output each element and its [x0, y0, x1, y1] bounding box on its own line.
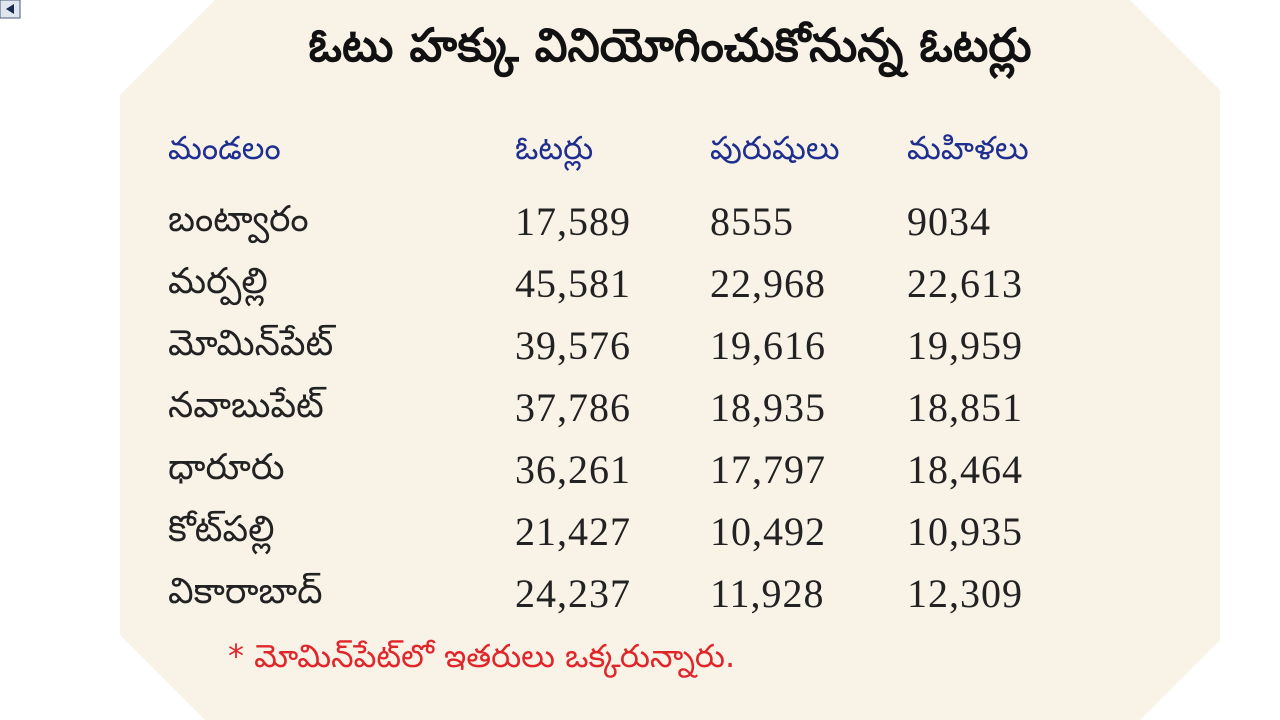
- cell-value: 21,427: [515, 509, 631, 554]
- mandal-name: కోట్‌పల్లి: [168, 509, 275, 550]
- cell-value: 18,935: [710, 385, 826, 430]
- cell-value: 10,492: [710, 509, 826, 554]
- column-header: పురుషులు: [710, 129, 840, 167]
- column-header: ఓటర్లు: [515, 129, 594, 167]
- cell-value: 17,797: [710, 447, 826, 492]
- icon-arrow: [6, 4, 14, 14]
- title: ఓటు హక్కు వినియోగించుకోనున్న ఓటర్లు: [308, 18, 1032, 72]
- column-header: మహిళలు: [907, 129, 1029, 167]
- footnote: * మోమిన్‌పేట్‌లో ఇతరులు ఒక్కరున్నారు.: [228, 637, 736, 675]
- cell-value: 37,786: [515, 385, 631, 430]
- cell-value: 12,309: [907, 571, 1023, 616]
- cell-value: 8555: [710, 199, 794, 244]
- cell-value: 9034: [907, 199, 991, 244]
- mandal-name: మర్పల్లి: [168, 261, 268, 302]
- mandal-name: నవాబుపేట్: [168, 385, 324, 426]
- mandal-name: వికారాబాద్: [168, 571, 323, 612]
- cell-value: 22,968: [710, 261, 826, 306]
- cell-value: 24,237: [515, 571, 631, 616]
- mandal-name: మోమిన్‌పేట్: [168, 323, 334, 364]
- cell-value: 22,613: [907, 261, 1023, 306]
- cell-value: 11,928: [710, 571, 825, 616]
- cell-value: 18,464: [907, 447, 1023, 492]
- cell-value: 36,261: [515, 447, 631, 492]
- cell-value: 10,935: [907, 509, 1023, 554]
- cell-value: 39,576: [515, 323, 631, 368]
- cell-value: 19,959: [907, 323, 1023, 368]
- column-header: మండలం: [168, 129, 281, 167]
- panel: [120, 0, 1220, 720]
- mandal-name: ధారూరు: [168, 447, 285, 488]
- cell-value: 19,616: [710, 323, 826, 368]
- cell-value: 45,581: [515, 261, 631, 306]
- cell-value: 18,851: [907, 385, 1023, 430]
- cell-value: 17,589: [515, 199, 631, 244]
- mandal-name: బంట్వారం: [168, 199, 309, 240]
